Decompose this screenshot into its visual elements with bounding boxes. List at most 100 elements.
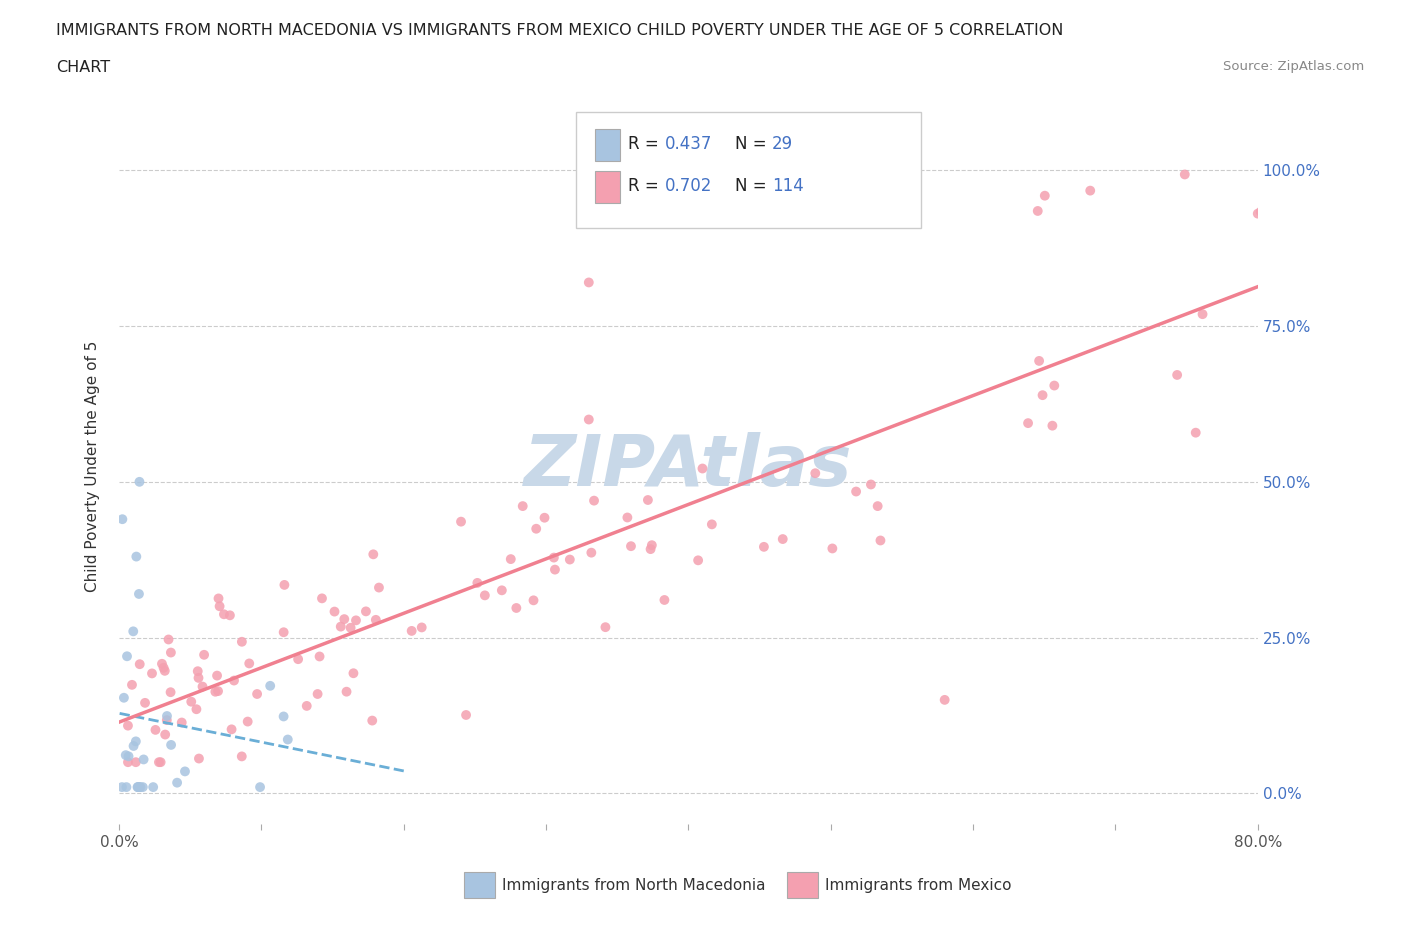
Point <box>804 466 827 481</box>
Point <box>339 620 361 635</box>
Point <box>869 533 891 548</box>
Point <box>467 576 489 591</box>
Point <box>308 649 330 664</box>
Point <box>150 657 173 671</box>
Point <box>1174 167 1197 182</box>
Point <box>128 779 150 794</box>
Point <box>145 723 167 737</box>
Point <box>125 549 148 564</box>
Point <box>1017 416 1039 431</box>
Point <box>450 514 472 529</box>
Point <box>141 666 163 681</box>
Point <box>259 678 281 693</box>
Text: Source: ZipAtlas.com: Source: ZipAtlas.com <box>1223 60 1364 73</box>
Point <box>122 738 145 753</box>
Point <box>821 541 844 556</box>
Point <box>186 702 208 717</box>
Point <box>1032 388 1054 403</box>
Point <box>219 608 242 623</box>
Text: Immigrants from North Macedonia: Immigrants from North Macedonia <box>502 878 765 893</box>
Point <box>111 512 134 526</box>
Point <box>641 538 664 552</box>
Point <box>249 779 271 794</box>
Text: N =: N = <box>735 135 772 153</box>
Point <box>620 538 643 553</box>
Point <box>159 684 181 699</box>
Point <box>221 722 243 737</box>
Point <box>1291 193 1313 208</box>
Point <box>128 587 150 602</box>
Point <box>616 510 638 525</box>
Point <box>344 613 367 628</box>
Point <box>544 562 567 577</box>
Point <box>287 652 309 667</box>
Point <box>295 698 318 713</box>
Text: Immigrants from Mexico: Immigrants from Mexico <box>825 878 1012 893</box>
Point <box>368 580 391 595</box>
Point <box>128 657 150 671</box>
Point <box>191 679 214 694</box>
Point <box>533 511 555 525</box>
Point <box>637 493 659 508</box>
Point <box>454 708 477 723</box>
Point <box>207 684 229 698</box>
Point <box>132 752 155 767</box>
Point <box>307 686 329 701</box>
Point <box>323 604 346 619</box>
Point <box>127 779 149 794</box>
Point <box>156 709 179 724</box>
Point <box>1191 307 1213 322</box>
Point <box>117 749 139 764</box>
Point <box>866 498 889 513</box>
Point <box>115 779 138 794</box>
Point <box>311 591 333 605</box>
Point <box>114 748 136 763</box>
Point <box>129 779 152 794</box>
Point <box>543 551 565 565</box>
Point <box>333 612 356 627</box>
Point <box>1078 183 1101 198</box>
Point <box>170 715 193 730</box>
Point <box>148 755 170 770</box>
Point <box>125 755 148 770</box>
Point <box>474 588 496 603</box>
Point <box>752 539 775 554</box>
Point <box>363 547 385 562</box>
Point <box>1033 188 1056 203</box>
Point <box>273 709 295 724</box>
Point <box>142 779 165 794</box>
Point <box>1043 379 1066 393</box>
Point <box>152 660 174 675</box>
Point <box>364 613 387 628</box>
Point <box>166 776 188 790</box>
Point <box>524 522 547 537</box>
Point <box>112 690 135 705</box>
Point <box>134 696 156 711</box>
Point <box>354 604 377 618</box>
Point <box>157 632 180 647</box>
Point <box>222 673 245 688</box>
Point <box>401 623 423 638</box>
Text: N =: N = <box>735 177 772 195</box>
Point <box>578 412 600 427</box>
Point <box>117 718 139 733</box>
Point <box>187 664 209 679</box>
Point <box>654 592 676 607</box>
Point <box>273 578 295 592</box>
Point <box>1324 194 1347 209</box>
Point <box>1247 206 1270 221</box>
Point <box>772 532 794 547</box>
Point <box>578 275 600 290</box>
Point <box>160 645 183 660</box>
Point <box>583 493 606 508</box>
Point <box>491 583 513 598</box>
Text: 0.702: 0.702 <box>665 177 713 195</box>
Point <box>845 485 868 499</box>
Point <box>127 779 149 794</box>
Point <box>558 552 581 567</box>
Point <box>1040 418 1063 433</box>
Point <box>342 666 364 681</box>
Point <box>174 764 197 778</box>
Point <box>128 474 150 489</box>
Point <box>595 619 617 634</box>
